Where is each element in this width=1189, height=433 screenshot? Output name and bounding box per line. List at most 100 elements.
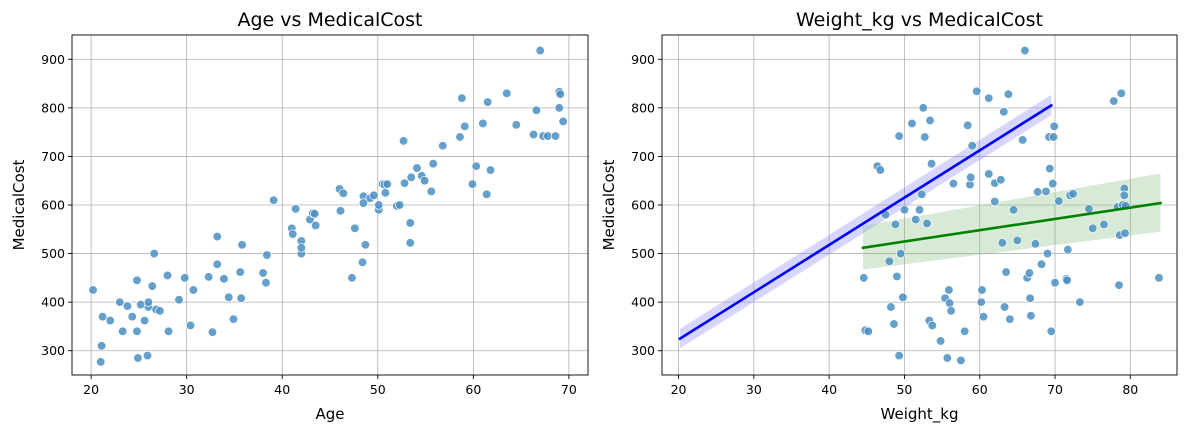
scatter-point — [944, 285, 954, 295]
scatter-point — [977, 285, 987, 295]
x-tick-label: 50 — [370, 382, 386, 397]
scatter-point — [467, 179, 478, 189]
scatter-point — [149, 248, 159, 259]
chart-title: Weight_kg vs MedicalCost — [796, 9, 1043, 31]
scatter-point — [963, 120, 973, 130]
regression-line — [678, 103, 1054, 341]
scatter-point — [335, 206, 346, 216]
scatter-point — [997, 238, 1007, 248]
scatter-point — [288, 229, 298, 239]
scatter-point — [875, 165, 885, 175]
scatter-point — [942, 353, 953, 363]
scatter-point — [996, 175, 1006, 185]
scatter-point — [438, 141, 448, 151]
scatter-point — [133, 353, 143, 363]
scatter-point — [455, 132, 465, 142]
scatter-point — [1008, 205, 1019, 215]
scatter-point — [212, 231, 222, 242]
scatter-point — [1024, 268, 1035, 278]
scatter-point — [1001, 267, 1011, 277]
scatter-point — [224, 292, 234, 302]
scatter-point — [1003, 89, 1013, 99]
scatter-point — [358, 198, 369, 208]
y-tick-label: 300 — [41, 343, 65, 358]
scatter-point — [360, 240, 371, 250]
scatter-point — [984, 93, 994, 103]
x-tick-label: 30 — [746, 382, 762, 397]
scatter-point — [405, 218, 415, 228]
scatter-point — [884, 256, 895, 266]
scatter-point — [898, 292, 908, 302]
scatter-point — [185, 320, 196, 331]
scatter-point — [1049, 121, 1059, 131]
scatter-point — [380, 188, 391, 198]
scatter-point — [927, 320, 937, 331]
x-tick-label: 50 — [896, 382, 912, 397]
scatter-point — [127, 312, 137, 322]
scatter-point — [1062, 275, 1072, 285]
y-axis-label: MedicalCost — [600, 159, 618, 250]
scatter-point — [219, 274, 229, 284]
scatter-point — [1075, 297, 1085, 307]
scatter-point — [990, 196, 1000, 207]
y-tick-label: 900 — [631, 52, 655, 67]
scatter-point — [984, 169, 994, 179]
scatter-point — [122, 301, 133, 311]
scatter-point — [1046, 326, 1056, 336]
y-axis-label: MedicalCost — [10, 159, 28, 250]
scatter-point — [1119, 190, 1129, 200]
scatter-point — [105, 315, 115, 326]
scatter-point — [338, 188, 349, 198]
scatter-point — [155, 306, 165, 316]
scatter-point — [296, 243, 306, 253]
scatter-point — [88, 285, 98, 295]
scatter-point — [482, 189, 492, 199]
scatter-point — [357, 257, 368, 267]
x-tick-label: 70 — [561, 382, 577, 397]
x-axis-label: Age — [315, 405, 344, 423]
scatter-point — [369, 190, 379, 200]
x-tick-label: 40 — [821, 382, 837, 397]
scatter-point — [405, 238, 415, 248]
y-tick-label: 600 — [41, 198, 65, 213]
scatter-point — [1026, 311, 1036, 321]
regression-line — [861, 201, 1162, 250]
x-tick-label: 60 — [972, 382, 988, 397]
y-tick-label: 400 — [631, 295, 655, 310]
x-axis-label: Weight_kg — [881, 405, 959, 424]
x-tick-label: 80 — [1122, 382, 1138, 397]
scatter-point — [966, 172, 976, 182]
scatter-point — [999, 107, 1009, 117]
scatter-point — [922, 218, 932, 229]
x-tick-label: 30 — [179, 382, 195, 397]
scatter-point — [889, 319, 899, 329]
scatter-point — [894, 350, 904, 361]
scatter-point — [428, 159, 438, 169]
scatter-point — [890, 219, 901, 230]
scatter-point — [1099, 219, 1109, 230]
scatter-point — [398, 136, 409, 146]
scatter-point — [907, 118, 917, 129]
scatter-point — [914, 205, 925, 215]
scatter-point — [96, 357, 106, 367]
scatter-point — [555, 89, 565, 99]
scatter-point — [1042, 248, 1053, 259]
scatter-point — [347, 273, 357, 283]
scatter-point — [972, 86, 982, 96]
y-tick-label: 700 — [41, 149, 65, 164]
scatter-point — [960, 326, 970, 336]
scatter-point — [228, 314, 239, 324]
scatter-point — [457, 93, 467, 103]
scatter-point — [136, 299, 146, 310]
scatter-point — [554, 103, 564, 113]
y-tick-label: 900 — [41, 52, 65, 67]
scatter-point — [886, 302, 896, 312]
scatter-point — [1054, 196, 1064, 206]
y-tick-label: 400 — [41, 295, 65, 310]
scatter-point — [1020, 45, 1030, 56]
scatter-point — [132, 326, 142, 336]
scatter-point — [406, 172, 416, 182]
scatter-point — [911, 214, 921, 225]
x-tick-label: 20 — [671, 382, 687, 397]
